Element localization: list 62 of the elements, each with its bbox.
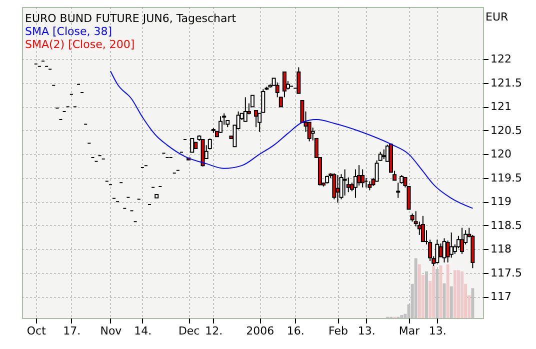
line-series [110, 70, 474, 209]
candlestick [336, 174, 340, 204]
candlestick [406, 186, 411, 210]
candlestick [254, 110, 258, 128]
candlestick [382, 148, 386, 160]
bar [471, 288, 474, 318]
x-tick-label: 12. [205, 324, 223, 338]
y-tick-label: 122 [490, 52, 512, 66]
y-tick-label: 118.5 [490, 218, 522, 232]
y-tick-label: 121 [490, 100, 512, 114]
text: SMA [Close, 38] [25, 25, 112, 38]
y-tick-label: 117 [490, 290, 512, 304]
x-tick-label: 13. [428, 324, 446, 338]
x-tick-label: Mar [398, 324, 420, 338]
candlestick [360, 168, 365, 188]
y-tick-label: 121.5 [490, 76, 522, 90]
bar [425, 271, 428, 318]
bar [418, 264, 421, 318]
candlestick [460, 227, 464, 254]
bar [450, 286, 453, 318]
y-tick-label: 120 [490, 148, 512, 161]
bar [439, 265, 442, 318]
x-tick-label: Oct [26, 324, 47, 338]
candlestick [296, 66, 301, 94]
candlestick [332, 172, 336, 200]
x-tick-label: Dec [178, 324, 200, 338]
y-tick-label: 120.5 [490, 124, 522, 137]
candlestick [368, 180, 372, 191]
bar [436, 268, 439, 318]
candlestick [190, 138, 194, 153]
bar [400, 315, 404, 318]
candlestick [442, 238, 446, 263]
x-tick-label: 14. [134, 324, 152, 338]
candlestick [208, 138, 212, 150]
x-tick-label: Feb [328, 324, 348, 338]
y-tick-label: 119.5 [490, 171, 522, 184]
x-tick-label: 2006 [246, 324, 274, 338]
bar [442, 283, 446, 318]
y-tick-label: 118 [490, 242, 512, 256]
x-tick-label: 17. [63, 324, 81, 338]
x-tick-label: Nov [100, 324, 122, 338]
candlestick [435, 239, 440, 264]
bar [446, 264, 450, 318]
bar [456, 270, 460, 318]
bar [432, 266, 436, 318]
candlestick [449, 232, 454, 258]
bar [460, 271, 464, 318]
legend-label: SMA(2) [Close, 200] [25, 38, 135, 51]
candlestick [353, 168, 358, 198]
x-tick-label: 13. [358, 324, 376, 338]
bar [414, 258, 418, 318]
bar [453, 270, 456, 318]
text: EURO BUND FUTURE JUN6, Tageschart [25, 12, 237, 25]
candlestick [243, 96, 248, 122]
y-axis-title: EUR [486, 10, 508, 24]
candlestick [339, 174, 344, 200]
candlestick [420, 215, 425, 242]
x-tick-label: 16. [286, 324, 304, 338]
candlestick [218, 116, 223, 134]
y-tick-label: 119 [490, 195, 512, 208]
candlestick [342, 168, 347, 196]
y-tick-label: 117.5 [490, 266, 522, 280]
